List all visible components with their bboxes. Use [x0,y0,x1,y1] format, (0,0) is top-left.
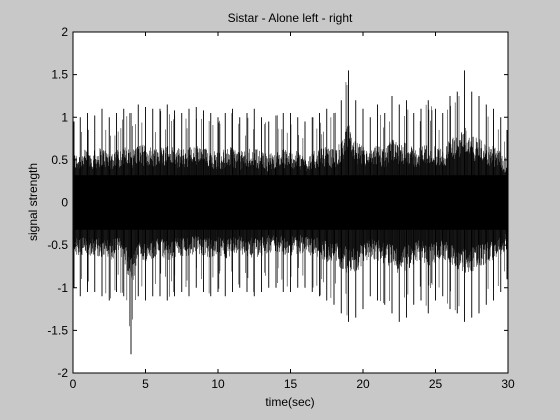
y-tick-label: 0 [61,196,68,210]
y-tick-label: 1 [61,110,68,124]
y-tick-label: 0.5 [51,153,68,167]
y-tick-label: -2 [57,366,68,380]
x-tick-label: 0 [70,377,77,391]
x-axis-label: time(sec) [265,395,314,409]
x-tick-label: 15 [284,377,298,391]
y-axis-ticks: -2 -1.5 -1 -0.5 0 0.5 1 1.5 2 [47,25,508,380]
signal-core [74,175,507,230]
signal-waveform [73,70,508,355]
y-tick-label: -1 [57,281,68,295]
y-tick-label: 2 [61,25,68,39]
y-tick-label: -0.5 [47,238,68,252]
x-tick-label: 10 [211,377,225,391]
x-tick-label: 5 [142,377,149,391]
x-tick-label: 30 [501,377,515,391]
x-axis-ticks: 0 5 10 15 20 25 30 [70,32,515,391]
y-tick-label: 1.5 [51,68,68,82]
chart-title: Sistar - Alone left - right [228,11,353,25]
y-tick-label: -1.5 [47,323,68,337]
x-tick-label: 25 [429,377,443,391]
y-axis-label: signal strength [26,163,40,241]
x-tick-label: 20 [356,377,370,391]
